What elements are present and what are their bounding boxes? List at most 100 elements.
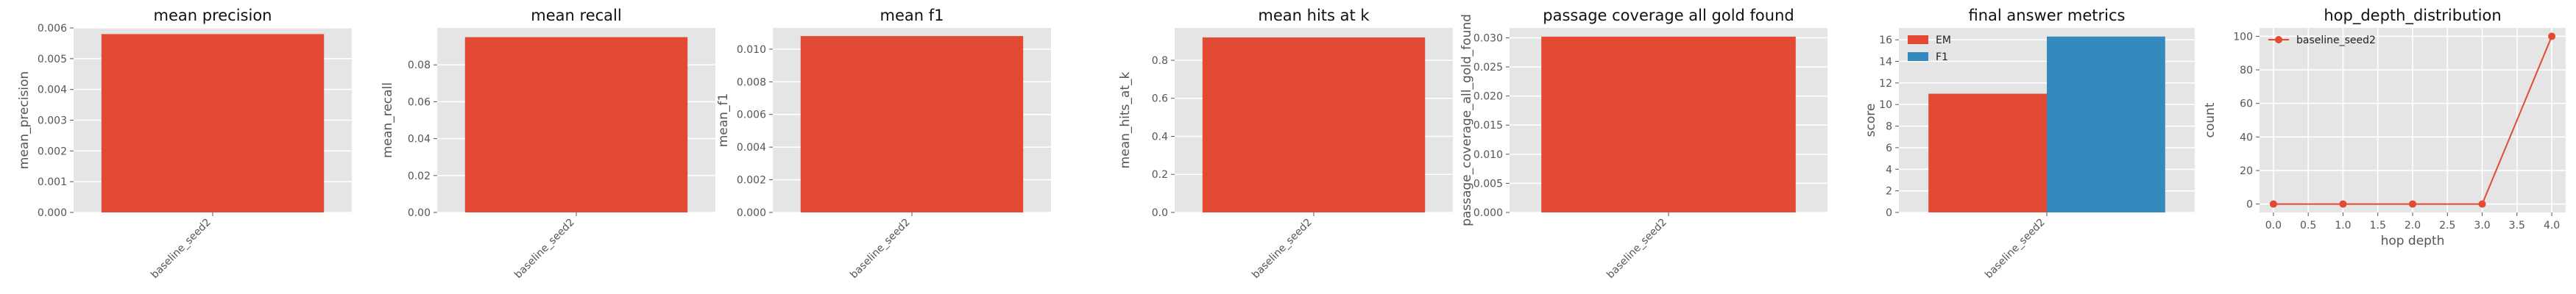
y-tick-label: 0.00 bbox=[408, 207, 431, 219]
x-tick-label: baseline_seed2 bbox=[512, 217, 577, 282]
x-tick-label: 1.0 bbox=[2335, 220, 2351, 232]
x-tick-label: 2.0 bbox=[2405, 220, 2421, 232]
y-tick-label: 0.005 bbox=[38, 54, 67, 65]
y-tick-label: 0 bbox=[1886, 207, 1892, 219]
y-tick-label: 0.04 bbox=[408, 134, 431, 146]
chart-panel-2: 0.000 0.002 0.004 0.006 0.008 0.010 baseline_s… bbox=[716, 7, 1051, 281]
y-tick-label: 0.02 bbox=[408, 171, 431, 182]
chart-title: mean precision bbox=[154, 7, 272, 24]
x-tick-label: baseline_seed2 bbox=[1983, 217, 2048, 282]
y-tick-label: 0.006 bbox=[38, 23, 67, 35]
y-tick-label: 0.000 bbox=[737, 207, 766, 219]
y-tick-label: 60 bbox=[2240, 98, 2253, 110]
y-tick-label: 0.8 bbox=[1152, 55, 1168, 67]
x-tick-label: 3.0 bbox=[2474, 220, 2490, 232]
y-tick-label: 0.025 bbox=[1473, 62, 1503, 74]
legend-label: baseline_seed2 bbox=[2296, 35, 2376, 46]
y-axis-label: mean_f1 bbox=[716, 93, 731, 148]
y-tick-label: 0.000 bbox=[38, 207, 67, 219]
legend-marker bbox=[2275, 36, 2282, 43]
x-tick-label: baseline_seed2 bbox=[149, 217, 213, 282]
y-tick-label: 0.4 bbox=[1152, 131, 1168, 143]
y-tick-label: 0.2 bbox=[1152, 169, 1168, 181]
chart-title: mean recall bbox=[531, 7, 621, 24]
y-axis-label: passage_coverage_all_gold_found bbox=[1459, 14, 1474, 226]
data-point bbox=[2548, 32, 2556, 40]
y-tick-label: 6 bbox=[1886, 143, 1892, 154]
y-tick-label: 0.006 bbox=[737, 110, 766, 121]
legend-swatch bbox=[1908, 52, 1928, 61]
y-axis-label: mean_recall bbox=[381, 82, 395, 158]
y-tick-label: 8 bbox=[1886, 121, 1892, 133]
bar bbox=[1202, 37, 1426, 213]
chart-panel-4: 0.000 0.005 0.010 0.015 0.020 0.025 0.030 basel… bbox=[1459, 7, 1827, 281]
chart-panel-6: 0 20 40 60 80 100 0.0 0.5 1.0 1.5 2.0 2.5 3.0 3.5 4.0 h… bbox=[2203, 7, 2566, 248]
y-tick-label: 0.002 bbox=[38, 146, 67, 157]
legend: EM F1 bbox=[1908, 35, 1951, 63]
bar-f1 bbox=[2047, 36, 2165, 212]
y-tick-label: 0.000 bbox=[1473, 207, 1503, 219]
y-axis-label: score bbox=[1864, 104, 1878, 137]
y-tick-label: 0.6 bbox=[1152, 93, 1168, 105]
y-tick-label: 0.08 bbox=[408, 60, 431, 71]
chart-panel-0: 0.000 0.001 0.002 0.003 0.004 0.005 0.006 basel… bbox=[17, 7, 352, 281]
chart-panel-5: 0 2 4 6 8 10 12 14 16 baseline_seed2 final answer … bbox=[1864, 7, 2195, 281]
x-tick-label: 2.5 bbox=[2439, 220, 2455, 232]
chart-title: mean hits at k bbox=[1258, 7, 1370, 24]
y-tick-label: 10 bbox=[1879, 99, 1892, 111]
y-tick-label: 4 bbox=[1886, 164, 1892, 176]
x-tick-label: 1.5 bbox=[2370, 220, 2386, 232]
y-tick-label: 0.003 bbox=[38, 115, 67, 127]
y-tick-label: 80 bbox=[2240, 65, 2253, 76]
y-tick-label: 0.001 bbox=[38, 176, 67, 188]
chart-title: final answer metrics bbox=[1968, 7, 2125, 24]
y-axis-label: mean_hits_at_k bbox=[1118, 72, 1133, 169]
y-tick-label: 0.010 bbox=[737, 44, 766, 56]
legend-label: EM bbox=[1936, 35, 1951, 46]
data-point bbox=[2478, 200, 2486, 208]
y-tick-label: 0.010 bbox=[1473, 149, 1503, 161]
legend-swatch bbox=[1908, 35, 1928, 44]
y-tick-label: 0.06 bbox=[408, 96, 431, 108]
y-tick-label: 0 bbox=[2246, 199, 2253, 211]
chart-panel-1: 0.00 0.02 0.04 0.06 0.08 baseline_seed2 mean r… bbox=[381, 7, 715, 281]
y-tick-label: 12 bbox=[1879, 78, 1892, 90]
data-point bbox=[2409, 200, 2416, 208]
y-tick-label: 0.004 bbox=[38, 85, 67, 96]
data-point bbox=[2269, 200, 2277, 208]
y-tick-label: 0.008 bbox=[737, 76, 766, 88]
y-tick-label: 14 bbox=[1879, 57, 1892, 68]
chart-panel-3: 0.0 0.2 0.4 0.6 0.8 baseline_seed2 mean hits a… bbox=[1118, 7, 1453, 281]
x-tick-label: baseline_seed2 bbox=[1250, 217, 1314, 282]
y-tick-label: 16 bbox=[1879, 35, 1892, 46]
x-tick-label: baseline_seed2 bbox=[848, 217, 913, 282]
y-tick-label: 2 bbox=[1886, 186, 1892, 198]
chart-title: mean f1 bbox=[880, 7, 944, 24]
y-axis-label: count bbox=[2203, 102, 2218, 137]
legend: baseline_seed2 bbox=[2268, 35, 2376, 46]
bar bbox=[800, 36, 1024, 212]
y-tick-label: 40 bbox=[2240, 132, 2253, 143]
chart-title: passage coverage all gold found bbox=[1543, 7, 1794, 24]
x-tick-label: 0.0 bbox=[2265, 220, 2282, 232]
y-tick-label: 0.002 bbox=[737, 175, 766, 187]
x-tick-label: 3.5 bbox=[2509, 220, 2525, 232]
y-tick-label: 0.0 bbox=[1152, 207, 1168, 219]
bar-em bbox=[1928, 93, 2047, 212]
x-tick-label: baseline_seed2 bbox=[1604, 217, 1669, 282]
x-tick-label: 4.0 bbox=[2544, 220, 2560, 232]
x-axis-label: hop depth bbox=[2381, 234, 2445, 248]
bar bbox=[101, 34, 325, 212]
y-tick-label: 0.015 bbox=[1473, 120, 1503, 132]
bar bbox=[464, 37, 688, 212]
y-axis-label: mean_precision bbox=[17, 71, 32, 169]
y-tick-label: 100 bbox=[2233, 31, 2253, 43]
bar bbox=[1541, 36, 1796, 213]
y-tick-label: 0.020 bbox=[1473, 91, 1503, 103]
y-tick-label: 0.004 bbox=[737, 142, 766, 154]
chart-title: hop_depth_distribution bbox=[2324, 7, 2501, 25]
data-point bbox=[2339, 200, 2347, 208]
x-tick-label: 0.5 bbox=[2300, 220, 2316, 232]
y-tick-label: 0.005 bbox=[1473, 178, 1503, 190]
